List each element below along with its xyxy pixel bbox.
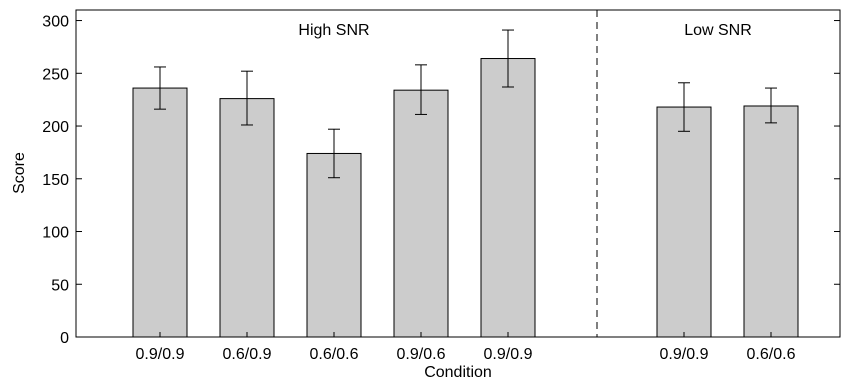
x-tick-label: 0.9/0.9: [484, 346, 533, 363]
bar: [132, 87, 188, 338]
x-tick-label: 0.6/0.6: [310, 346, 359, 363]
bars: [132, 29, 799, 338]
x-axis: 0.9/0.9 0.6/0.9 0.6/0.6 0.9/0.6 0.9/0.9 0.9/0…: [136, 332, 796, 363]
bar: [656, 106, 712, 338]
x-tick-label: 0.6/0.6: [747, 346, 796, 363]
y-tick-label: 50: [51, 277, 69, 294]
x-axis-title: Condition: [424, 364, 492, 381]
y-tick-label: 0: [60, 330, 69, 347]
y-tick-label: 200: [42, 119, 69, 136]
bar: [393, 89, 449, 338]
x-tick-label: 0.9/0.9: [660, 346, 709, 363]
bar: [480, 58, 536, 338]
bar: [306, 152, 362, 338]
y-tick-label: 250: [42, 66, 69, 83]
group-label-high-snr: High SNR: [298, 22, 369, 39]
x-tick-label: 0.9/0.9: [136, 346, 185, 363]
y-tick-label: 100: [42, 225, 69, 242]
plot-frame: [75, 9, 841, 338]
y-tick-label: 300: [42, 14, 69, 31]
y-axis-title: Score: [11, 152, 28, 194]
y-tick-label: 150: [42, 172, 69, 189]
x-tick-label: 0.6/0.9: [223, 346, 272, 363]
group-label-low-snr: Low SNR: [684, 22, 752, 39]
x-tick-label: 0.9/0.6: [397, 346, 446, 363]
bar: [743, 105, 799, 338]
y-axis: 0 50 100 150 200 250 300: [42, 14, 840, 347]
bar: [219, 98, 275, 338]
